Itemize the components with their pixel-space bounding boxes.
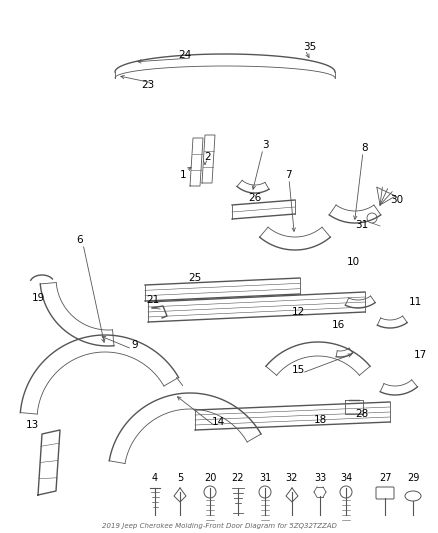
Text: 3: 3 [261,140,268,150]
Text: 11: 11 [408,297,422,307]
Text: 28: 28 [355,409,369,419]
Text: 12: 12 [291,307,304,317]
Text: 1: 1 [180,170,186,180]
Text: 34: 34 [340,473,352,483]
Text: 17: 17 [413,350,427,360]
Text: 31: 31 [355,220,369,230]
Text: 31: 31 [259,473,271,483]
Text: 4: 4 [152,473,158,483]
Text: 35: 35 [304,42,317,52]
Text: 22: 22 [232,473,244,483]
Text: 18: 18 [313,415,327,425]
Text: 5: 5 [177,473,183,483]
Text: 19: 19 [32,293,45,303]
Text: 26: 26 [248,193,261,203]
Text: 14: 14 [212,417,225,427]
Text: 21: 21 [146,295,159,305]
Text: 30: 30 [390,195,403,205]
Text: 33: 33 [314,473,326,483]
Text: 6: 6 [77,235,83,245]
Text: 20: 20 [204,473,216,483]
Text: 16: 16 [332,320,345,330]
Text: 15: 15 [291,365,304,375]
Text: 7: 7 [285,170,291,180]
Text: 2: 2 [205,152,211,162]
Text: 8: 8 [362,143,368,153]
Text: 13: 13 [25,420,39,430]
Text: 10: 10 [346,257,360,267]
Text: 24: 24 [178,50,192,60]
Text: 27: 27 [379,473,391,483]
Text: 29: 29 [407,473,419,483]
Text: 2019 Jeep Cherokee Molding-Front Door Diagram for 5ZQ32TZZAD: 2019 Jeep Cherokee Molding-Front Door Di… [102,523,336,529]
Text: 32: 32 [286,473,298,483]
Text: 25: 25 [188,273,201,283]
Text: 23: 23 [141,80,155,90]
Text: 9: 9 [132,340,138,350]
